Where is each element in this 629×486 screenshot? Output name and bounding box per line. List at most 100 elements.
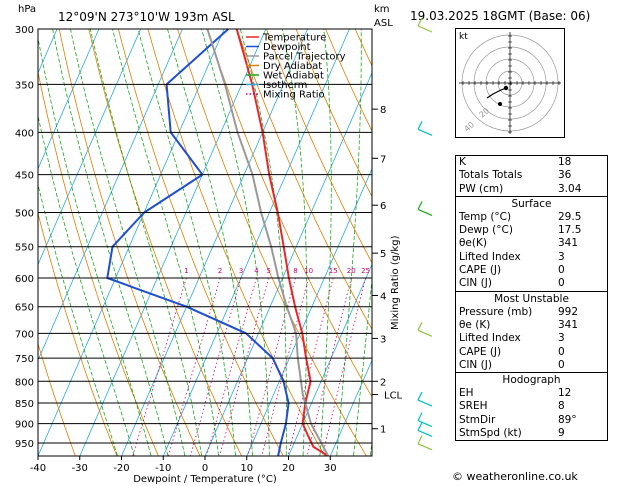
pressure-tick-label: 850 bbox=[15, 399, 34, 410]
temperature-tick-label: 20 bbox=[282, 463, 295, 474]
index-value: 0 bbox=[558, 345, 565, 358]
wind-barb-staff bbox=[417, 25, 433, 33]
dry-adiabat-line bbox=[38, 211, 118, 456]
wind-barb-staff bbox=[417, 128, 433, 136]
index-label: CIN (J) bbox=[459, 358, 492, 371]
index-row: StmDir 89° bbox=[456, 414, 607, 427]
wet-adiabat-line bbox=[319, 29, 332, 456]
datetime-title: 19.03.2025 18GMT (Base: 06) bbox=[410, 9, 590, 23]
temperature-tick-label: -30 bbox=[72, 463, 88, 474]
index-value: 29.5 bbox=[558, 210, 582, 223]
pressure-tick-label: 750 bbox=[15, 354, 34, 365]
km-tick-label: 6 bbox=[380, 201, 386, 212]
surface-indices-title: Surface bbox=[511, 197, 552, 210]
mixing-ratio-label: 15 bbox=[329, 267, 338, 275]
index-value: 36 bbox=[558, 169, 572, 182]
wind-barb-flag bbox=[417, 17, 423, 27]
isotherm-line bbox=[0, 29, 15, 456]
pressure-tick-label: 650 bbox=[15, 303, 34, 314]
pressure-tick-label: 950 bbox=[15, 439, 34, 450]
mixing-ratio-line bbox=[206, 277, 257, 456]
index-label: PW (cm) bbox=[459, 182, 504, 195]
index-value: 12 bbox=[558, 387, 572, 400]
index-row: K 18 bbox=[456, 156, 607, 169]
dry-adiabat-line bbox=[147, 29, 326, 456]
lcl-label: LCL bbox=[384, 391, 403, 402]
dry-adiabat-line bbox=[88, 29, 243, 456]
index-row: θe(K) 341 bbox=[456, 237, 607, 250]
index-row: Temp (°C) 29.5 bbox=[456, 211, 607, 224]
km-tick-label: 7 bbox=[380, 154, 386, 165]
dry-adiabat-line bbox=[295, 29, 372, 198]
mixing-ratio-label: 2 bbox=[218, 267, 222, 275]
index-value: 17.5 bbox=[558, 224, 582, 237]
pressure-tick-label: 800 bbox=[15, 377, 34, 388]
index-row: Dewp (°C) 17.5 bbox=[456, 224, 607, 237]
legend-item: Isotherm bbox=[263, 80, 307, 91]
mixing-ratio-label: 3 bbox=[239, 267, 243, 275]
index-row: Lifted Index 3 bbox=[456, 251, 607, 264]
isotherm-line bbox=[38, 29, 141, 266]
wind-barb-flag bbox=[417, 322, 423, 331]
isotherm-line bbox=[288, 263, 372, 456]
indices-table: K 18 Totals Totals 36 PW (cm) 3.04 Surface Temp… bbox=[455, 155, 608, 442]
km-unit-label: km bbox=[374, 4, 390, 15]
index-label: Temp (°C) bbox=[459, 210, 512, 223]
mixing-ratio-axis-label: Mixing Ratio (g/kg) bbox=[390, 235, 401, 330]
wind-barb bbox=[417, 422, 433, 437]
pressure-tick-label: 300 bbox=[15, 25, 34, 36]
isotherm-line bbox=[38, 29, 225, 456]
isotherm-line bbox=[121, 29, 308, 456]
index-value: 3 bbox=[558, 250, 565, 263]
dry-adiabat-line bbox=[38, 70, 159, 456]
wind-barb-flag bbox=[417, 412, 423, 421]
index-value: 3.04 bbox=[558, 182, 582, 195]
km-tick-label: 5 bbox=[380, 249, 386, 260]
credit-text: © weatheronline.co.uk bbox=[452, 470, 578, 483]
wind-barb-staff bbox=[417, 443, 433, 451]
wind-barb bbox=[417, 201, 433, 217]
km-tick-label: 8 bbox=[380, 105, 386, 116]
isotherm-line bbox=[204, 71, 372, 456]
pressure-tick-label: 600 bbox=[15, 274, 34, 285]
pressure-tick-label: 900 bbox=[15, 420, 34, 431]
dry-adiabat-line bbox=[58, 29, 201, 456]
index-row: Lifted Index 3 bbox=[456, 332, 607, 345]
index-value: 341 bbox=[558, 237, 579, 250]
mixing-ratio-label: 5 bbox=[266, 267, 270, 275]
index-row: StmSpd (kt) 9 bbox=[456, 427, 607, 440]
wet-adiabat-line bbox=[38, 113, 135, 456]
index-row: CAPE (J) 0 bbox=[456, 346, 607, 359]
pressure-tick-label: 400 bbox=[15, 128, 34, 139]
mixing-ratio-label: 1 bbox=[184, 267, 188, 275]
dry-adiabat-line bbox=[622, 29, 629, 456]
dry-adiabat-line bbox=[236, 29, 372, 331]
hodograph-unit-label: kt bbox=[459, 32, 468, 42]
index-value: 18 bbox=[558, 156, 572, 168]
index-value: 0 bbox=[558, 264, 565, 277]
index-value: 341 bbox=[558, 318, 579, 331]
wet-adiabat-line bbox=[353, 275, 372, 456]
temperature-tick-label: -40 bbox=[30, 463, 46, 474]
temperature-tick-label: 0 bbox=[202, 463, 208, 474]
wet-adiabat-line bbox=[112, 29, 220, 456]
index-label: Totals Totals bbox=[459, 169, 523, 182]
index-row: Pressure (mb) 992 bbox=[456, 306, 607, 319]
index-label: K bbox=[459, 156, 466, 168]
wind-barb-staff bbox=[417, 208, 433, 217]
most-unstable-indices: Most Unstable Pressure (mb) 992 θe (K) 341 Li… bbox=[456, 290, 607, 372]
wind-barb-staff bbox=[417, 429, 433, 437]
index-label: θe(K) bbox=[459, 237, 487, 250]
wind-barb bbox=[417, 412, 433, 428]
dry-adiabat-line bbox=[266, 29, 372, 264]
isotherm-line bbox=[329, 359, 372, 456]
index-value: 0 bbox=[558, 358, 565, 371]
pressure-tick-label: 550 bbox=[15, 243, 34, 254]
wind-barb bbox=[417, 322, 433, 337]
index-value: 9 bbox=[558, 427, 565, 440]
wind-barb-staff bbox=[417, 420, 433, 428]
wind-barb-flag bbox=[417, 391, 423, 401]
wet-adiabat-line bbox=[201, 29, 270, 456]
index-row: PW (cm) 3.04 bbox=[456, 183, 607, 196]
surface-indices: Surface Temp (°C) 29.5 Dewp (°C) 17.5 θe(K) 34… bbox=[456, 195, 607, 291]
